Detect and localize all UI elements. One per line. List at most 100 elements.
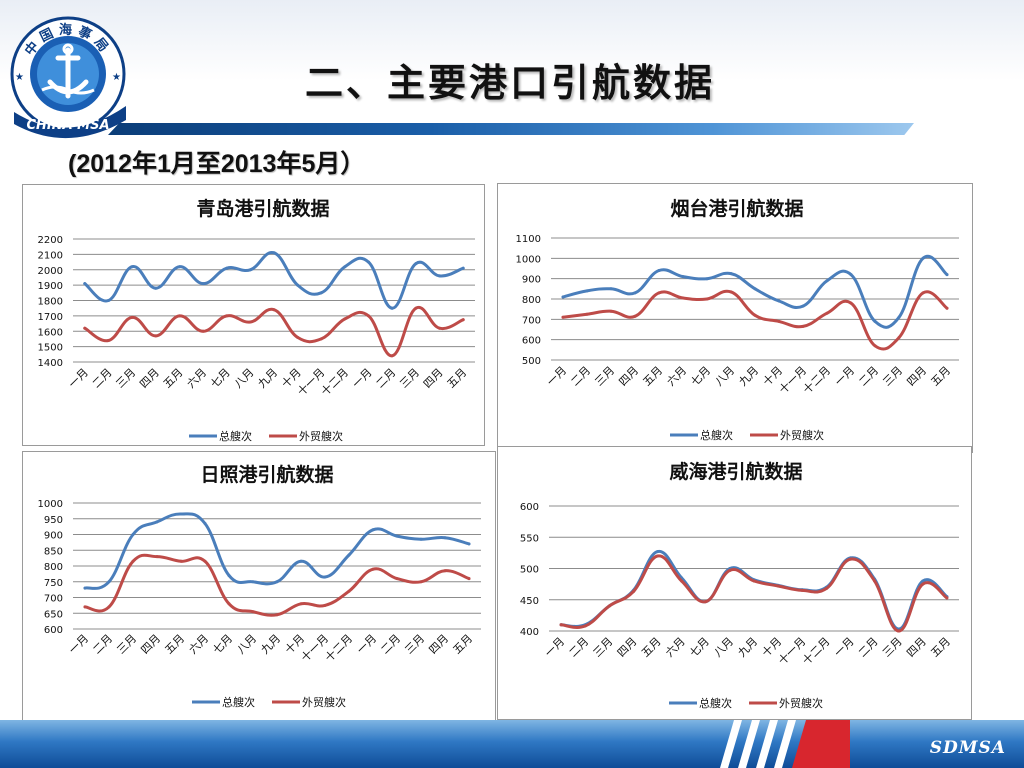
x-tick-label: 四月	[615, 635, 640, 660]
y-tick-label: 900	[522, 275, 541, 286]
data-point	[131, 533, 135, 536]
data-point	[299, 559, 303, 563]
x-tick-label: 二月	[378, 632, 403, 657]
y-tick-label: 1400	[38, 358, 63, 369]
y-tick-label: 2000	[38, 266, 63, 277]
data-point	[897, 629, 901, 633]
data-point	[657, 291, 661, 295]
data-point	[776, 584, 780, 588]
y-tick-label: 2100	[38, 250, 63, 261]
x-tick-label: 四月	[138, 632, 163, 657]
legend-label: 外贸艘次	[780, 428, 824, 442]
data-point	[201, 282, 205, 286]
x-tick-label: 一月	[66, 366, 91, 391]
y-tick-label: 650	[44, 609, 63, 620]
data-point	[390, 306, 394, 310]
x-tick-label: 五月	[928, 635, 953, 660]
x-tick-label: 五月	[162, 632, 187, 657]
data-point	[343, 265, 347, 269]
y-tick-label: 500	[520, 565, 539, 576]
y-tick-label: 500	[522, 356, 541, 367]
x-tick-label: 二月	[90, 632, 115, 657]
data-point	[107, 299, 110, 302]
data-point	[921, 256, 925, 260]
x-tick-label: 一月	[542, 635, 567, 660]
data-point	[467, 542, 471, 546]
y-tick-label: 750	[44, 578, 63, 589]
data-point	[825, 279, 829, 283]
data-point	[107, 339, 110, 342]
y-tick-label: 550	[520, 533, 539, 544]
x-tick-label: 七月	[687, 635, 712, 660]
data-point	[849, 273, 853, 277]
x-tick-label: 三月	[592, 364, 617, 389]
x-tick-label: 二月	[856, 635, 881, 660]
y-tick-label: 1800	[38, 297, 63, 308]
rizhao-chart: 日照港引航数据6006507007508008509009501000一月 二月三…	[38, 463, 481, 709]
y-tick-label: 700	[522, 315, 541, 326]
y-tick-label: 800	[44, 562, 63, 573]
data-point	[681, 275, 685, 279]
data-point	[225, 266, 229, 270]
data-point	[201, 329, 205, 333]
data-point	[705, 277, 709, 281]
data-point	[272, 251, 276, 255]
y-tick-label: 900	[44, 531, 63, 542]
data-point	[395, 534, 399, 538]
date-range-subtitle: (2012年1月至2013年5月）	[68, 150, 366, 178]
y-tick-label: 600	[44, 625, 63, 636]
data-point	[753, 313, 757, 317]
data-point	[585, 289, 589, 293]
x-tick-label: 十二月	[800, 363, 833, 396]
data-point	[561, 295, 565, 299]
data-point	[367, 260, 371, 264]
chart-title: 青岛港引航数据	[196, 197, 329, 220]
data-point	[107, 580, 111, 584]
data-point	[343, 317, 347, 321]
data-point	[897, 336, 901, 340]
data-point	[897, 315, 901, 319]
data-point	[777, 319, 781, 323]
data-point	[585, 312, 589, 316]
x-tick-label: 二月	[90, 366, 115, 391]
data-point	[107, 605, 111, 609]
data-point	[680, 579, 684, 583]
x-tick-label: 一月	[350, 366, 375, 391]
x-tick-label: 一月	[544, 364, 569, 389]
x-tick-label: 八月	[234, 632, 259, 657]
x-tick-label: 二月	[856, 364, 881, 389]
x-tick-label: 四月	[616, 364, 641, 389]
header-background	[0, 0, 1024, 135]
data-point	[275, 613, 279, 617]
data-point	[203, 559, 207, 563]
data-point	[657, 269, 661, 272]
data-point	[155, 520, 159, 524]
data-point	[801, 324, 805, 328]
data-point	[248, 268, 252, 272]
data-point	[395, 577, 399, 581]
data-point	[849, 557, 852, 561]
x-tick-label: 五月	[161, 366, 186, 391]
data-point	[367, 314, 371, 318]
data-point	[83, 326, 87, 330]
data-point	[921, 582, 925, 586]
data-point	[154, 286, 158, 290]
chart-panel-qingdao: 青岛港引航数据 1400 1500 1600 1700 1800 1900 2000 2100 2…	[22, 184, 485, 446]
x-tick-label: 七月	[210, 632, 235, 657]
chart-panel-rizhao: 日照港引航数据 600 650 700 750 800 850 900 950 1000 一月 二月三…	[22, 451, 496, 721]
chart-title: 威海港引航数据	[669, 460, 802, 483]
series-line-foreign	[561, 289, 949, 351]
x-tick-label: 八月	[712, 364, 737, 389]
data-point	[729, 290, 733, 294]
x-tick-label: 三月	[113, 366, 138, 391]
legend-label: 外贸艘次	[302, 695, 346, 709]
legend-label: 外贸艘次	[779, 696, 823, 710]
data-point	[131, 559, 135, 563]
data-point	[873, 319, 877, 323]
x-tick-label: 四月	[137, 366, 162, 391]
data-point	[414, 262, 418, 266]
svg-text:★: ★	[112, 72, 121, 83]
data-point	[631, 590, 635, 594]
legend-label: 总艘次	[219, 429, 252, 443]
